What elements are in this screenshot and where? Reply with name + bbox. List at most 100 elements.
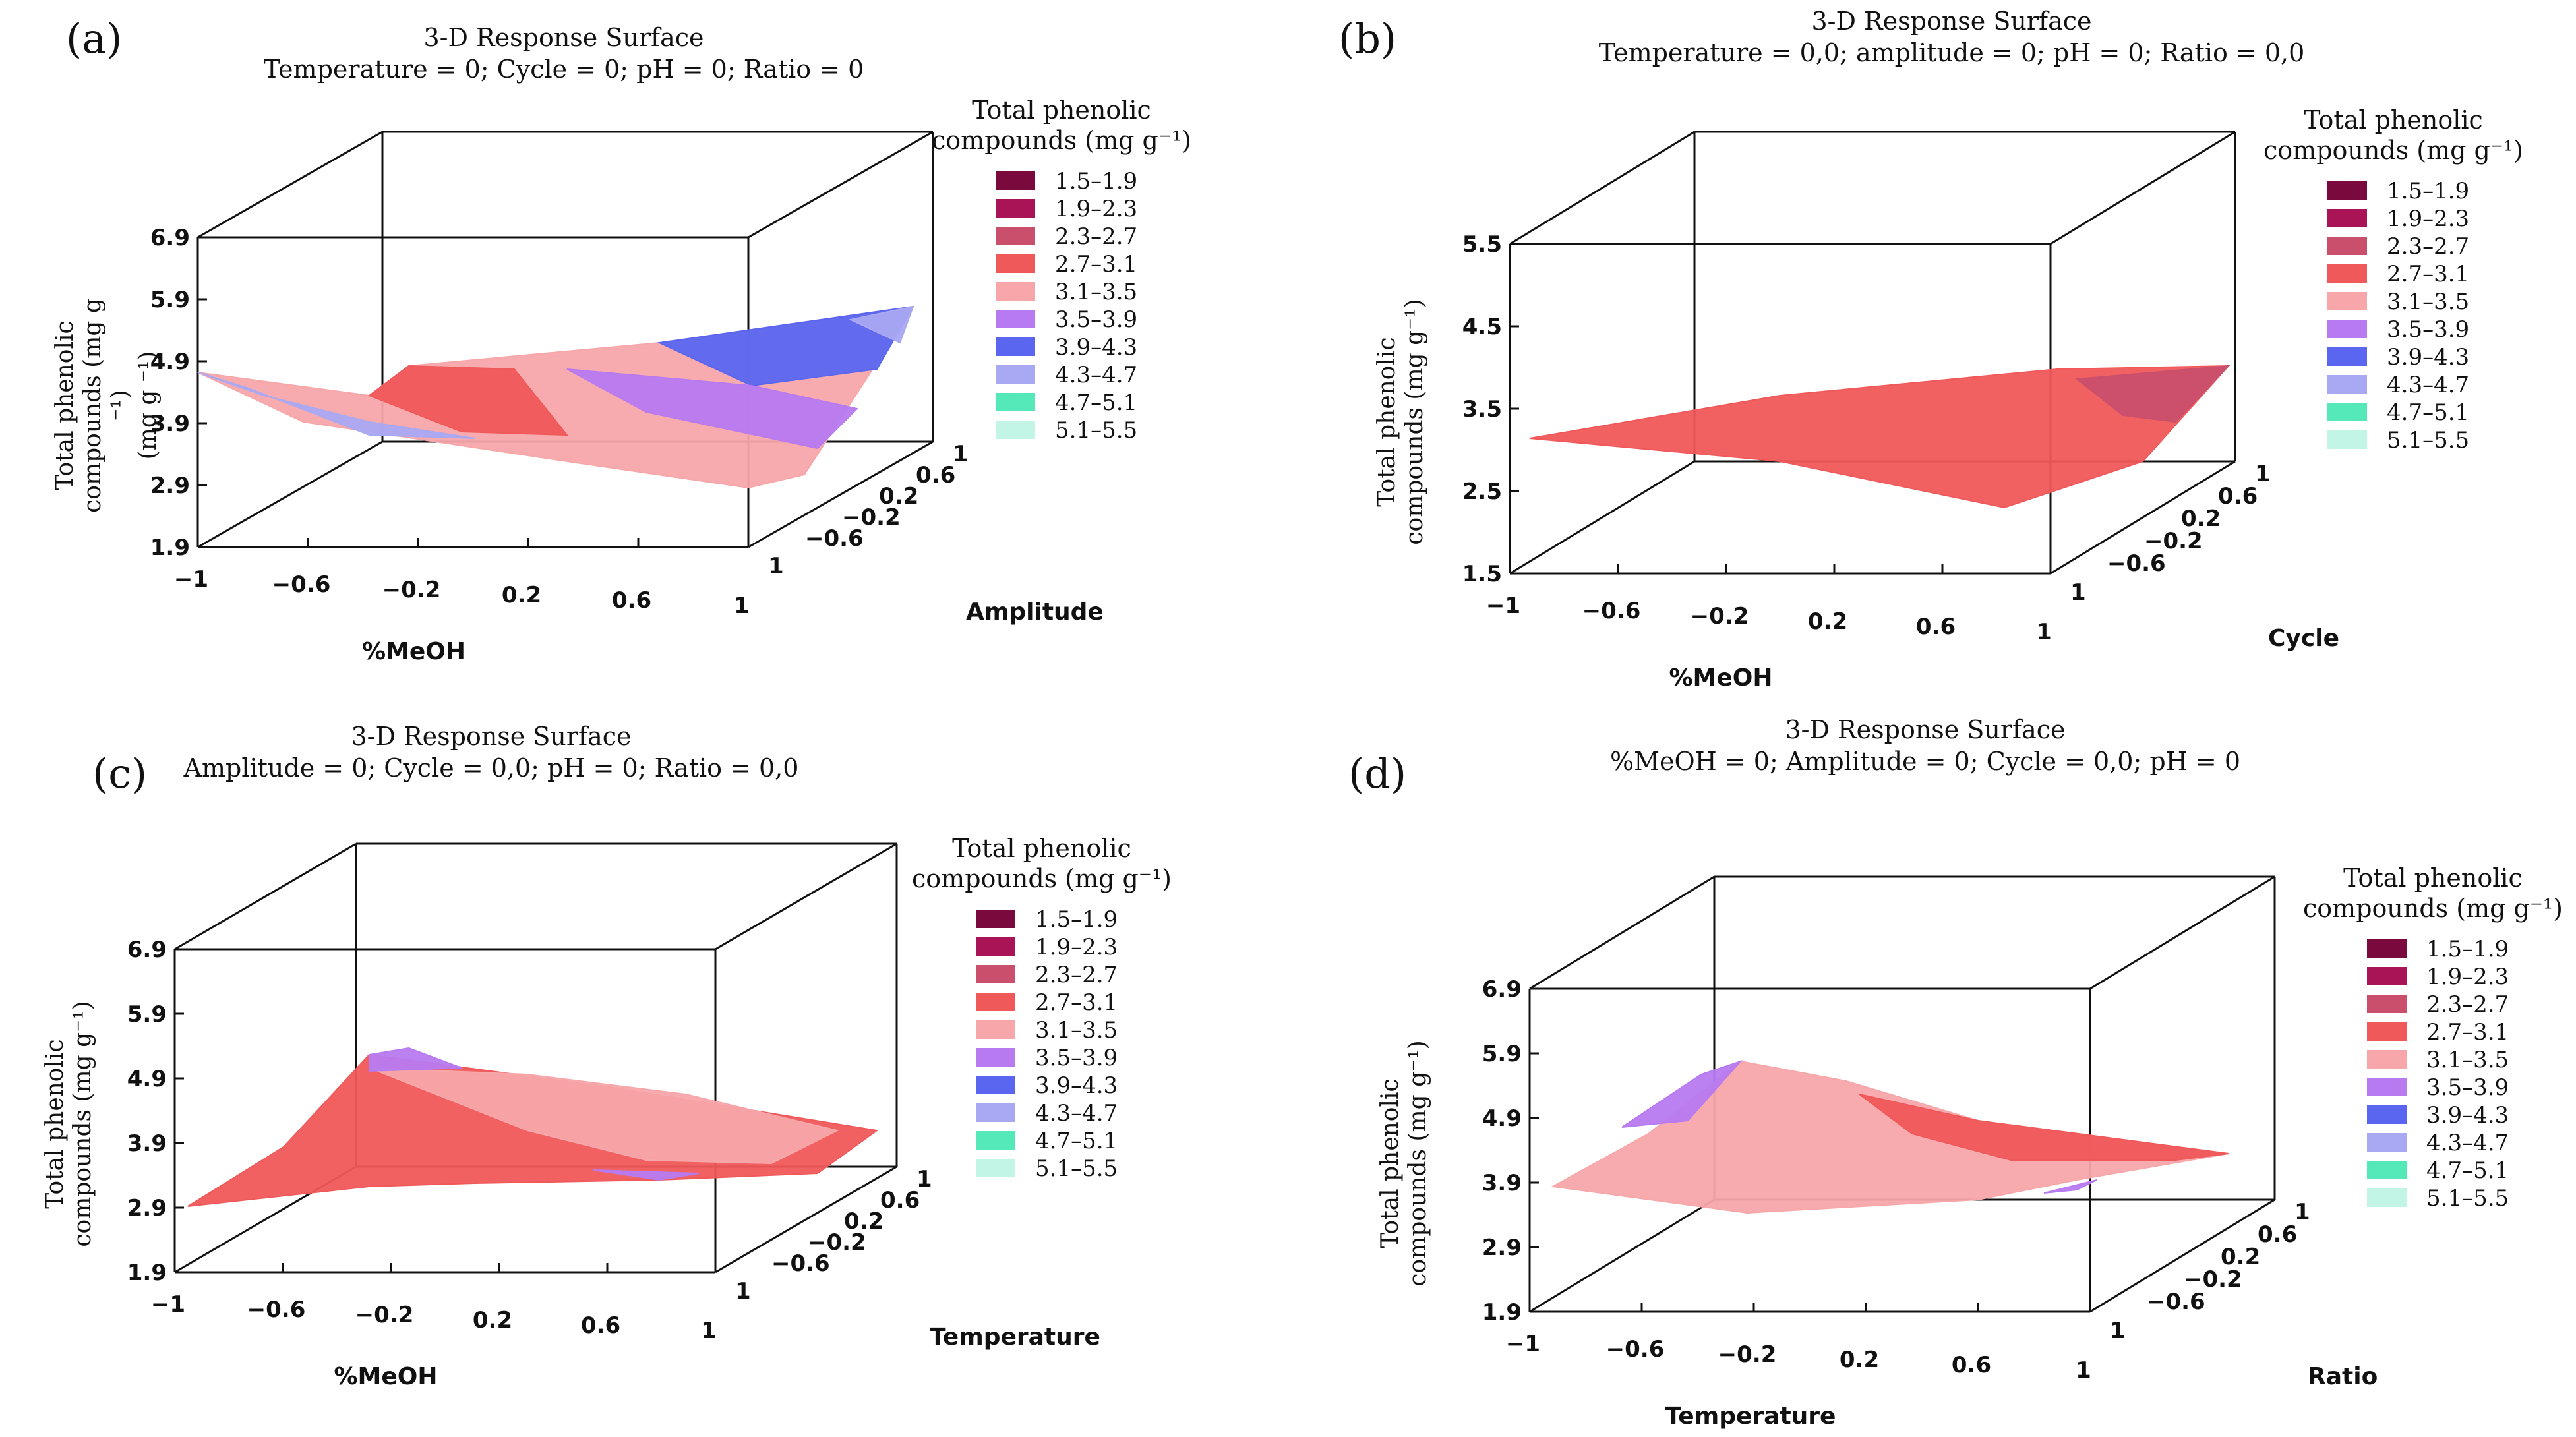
z-tick-label: 5.5 — [1462, 231, 1502, 258]
legend-swatch — [976, 910, 1015, 928]
z-tick-label: 2.5 — [1462, 479, 1502, 505]
legend-swatch — [2367, 1161, 2407, 1179]
legend-swatch — [996, 365, 1035, 384]
x-tick-label: −1 — [174, 566, 208, 593]
box-edge — [197, 440, 383, 548]
z-tick-label: 4.9 — [1482, 1105, 1522, 1132]
legend-swatch — [976, 1076, 1015, 1094]
z-tick-label: 4.9 — [150, 349, 190, 375]
x-tick-label: −0.2 — [355, 1302, 414, 1328]
panel-label: (d) — [1348, 749, 1406, 798]
y-axis-title: Ratio — [2308, 1363, 2378, 1390]
x-tick-label: 0.2 — [1840, 1347, 1879, 1373]
box-edge — [748, 131, 934, 239]
chart-subtitle: Amplitude = 0; Cycle = 0,0; pH = 0; Rati… — [183, 753, 799, 782]
z-axis-title-line: Total phenolic — [42, 1039, 69, 1208]
x-tick-label: 0.2 — [473, 1307, 512, 1334]
legend: Total phenoliccompounds (mg g⁻¹) 1.5–1.91… — [2303, 864, 2563, 1212]
x-tick-label: 0.2 — [1808, 608, 1847, 635]
x-axis-title: %MeOH — [334, 1363, 437, 1390]
z-axis-title-line: compounds (mg g⁻¹) — [69, 1001, 96, 1246]
legend-label: 3.1–3.5 — [2426, 1047, 2509, 1073]
x-tick-label: −0.2 — [1691, 603, 1749, 630]
surface-region — [657, 305, 914, 387]
chart-title: 3-D Response Surface — [351, 722, 631, 751]
x-tick-label: 1 — [701, 1318, 717, 1344]
z-axis-title-line: (mg g ⁻¹) — [135, 351, 162, 460]
x-tick-label: −0.6 — [272, 572, 331, 598]
legend-swatch — [2367, 1105, 2407, 1124]
box-edge — [197, 131, 383, 239]
z-tick-label: 3.9 — [1482, 1170, 1522, 1196]
x-tick-label: −0.6 — [1582, 598, 1641, 624]
legend-label: 4.3–4.7 — [2387, 372, 2469, 398]
legend-swatch — [996, 227, 1035, 245]
legend-swatch — [2327, 264, 2367, 283]
legend-label: 1.9–2.3 — [2426, 964, 2509, 990]
y-tick-label: 0.2 — [2181, 506, 2221, 532]
legend-title: Total phenolic — [952, 834, 1131, 863]
legend-label: 3.9–4.3 — [1035, 1072, 1118, 1099]
legend-swatch — [996, 171, 1035, 190]
legend-label: 5.1–5.5 — [2426, 1185, 2509, 1212]
legend-label: 1.9–2.3 — [1055, 196, 1137, 222]
legend-swatch — [2367, 1050, 2407, 1069]
legend-swatch — [996, 421, 1035, 439]
legend-label: 2.7–3.1 — [2387, 261, 2469, 287]
legend-swatch — [976, 993, 1015, 1011]
z-axis-title-line: compounds (mg g — [79, 298, 106, 513]
legend-label: 5.1–5.5 — [1055, 417, 1137, 444]
z-axis-title-line: Total phenolic — [1377, 1078, 1404, 1248]
legend: Total phenoliccompounds (mg g⁻¹) 1.5–1.91… — [912, 834, 1172, 1182]
legend-label: 4.3–4.7 — [1055, 362, 1137, 388]
box-edge — [2089, 875, 2275, 990]
x-tick-label: 0.6 — [1952, 1352, 1991, 1378]
y-axis-title: Amplitude — [966, 599, 1104, 626]
legend-swatch — [976, 1103, 1015, 1122]
legend-swatch — [2327, 403, 2367, 421]
legend-title: Total phenolic — [2343, 864, 2523, 893]
y-tick-label: 1 — [953, 441, 969, 467]
z-tick-label: 6.9 — [150, 225, 190, 251]
x-axis-title: %MeOH — [1669, 664, 1772, 691]
y-tick-label: −0.2 — [808, 1229, 866, 1256]
box-edge — [1529, 1198, 1715, 1313]
y-tick-label: 0.6 — [2258, 1221, 2297, 1248]
surface-region — [1859, 1094, 2229, 1161]
x-tick-label: 0.6 — [612, 587, 651, 614]
box-edge — [715, 842, 897, 951]
x-tick-label: −1 — [151, 1291, 185, 1318]
legend-swatch — [976, 1131, 1015, 1150]
y-axis-title: Temperature — [930, 1324, 1100, 1351]
z-tick-label: 5.9 — [1482, 1041, 1522, 1067]
legend-label: 5.1–5.5 — [2387, 427, 2469, 454]
surface-region — [1529, 365, 2231, 509]
z-tick-label: 2.9 — [150, 473, 190, 499]
z-tick-label: 1.9 — [150, 535, 190, 561]
x-tick-label: −0.6 — [247, 1297, 306, 1323]
z-axis-title-line: compounds (mg g⁻¹) — [1404, 1040, 1431, 1286]
panel-label: (a) — [66, 15, 122, 63]
box-edge — [2050, 460, 2236, 575]
y-tick-label: 1 — [2070, 579, 2086, 606]
surface-region — [566, 368, 859, 450]
x-tick-label: −1 — [1486, 593, 1520, 619]
box-edge — [174, 842, 357, 951]
z-axis-title-line: Total phenolic — [51, 320, 78, 490]
x-tick-label: −0.2 — [382, 577, 441, 603]
x-tick-label: 1 — [2076, 1357, 2091, 1384]
legend-swatch — [2327, 320, 2367, 338]
legend: Total phenoliccompounds (mg g⁻¹) 1.5–1.91… — [932, 96, 1191, 444]
chart-subtitle: Temperature = 0,0; amplitude = 0; pH = 0… — [1599, 38, 2305, 67]
y-tick-label: −0.6 — [2147, 1289, 2205, 1315]
legend-swatch — [976, 1020, 1015, 1039]
legend-swatch — [996, 199, 1035, 218]
surface-region — [369, 1047, 462, 1072]
legend-swatch — [996, 310, 1035, 328]
legend-label: 3.9–4.3 — [2387, 344, 2469, 370]
y-tick-label: 1 — [916, 1166, 932, 1192]
z-tick-label: 1.9 — [127, 1260, 167, 1286]
legend-label: 4.3–4.7 — [1035, 1100, 1118, 1127]
z-tick-label: 2.9 — [1482, 1235, 1522, 1261]
